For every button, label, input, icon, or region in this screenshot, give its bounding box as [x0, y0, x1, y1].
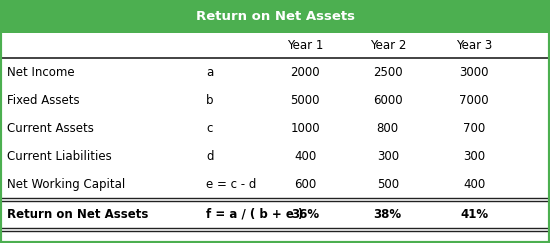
Text: 7000: 7000	[459, 94, 489, 107]
Text: Net Income: Net Income	[7, 66, 74, 79]
Text: Year 1: Year 1	[287, 39, 323, 52]
Text: 2000: 2000	[290, 66, 320, 79]
Text: 2500: 2500	[373, 66, 403, 79]
Text: a: a	[206, 66, 213, 79]
Text: Net Working Capital: Net Working Capital	[7, 178, 125, 191]
Text: 500: 500	[377, 178, 399, 191]
Bar	[0, 0, 550, 33]
Text: 800: 800	[377, 122, 399, 135]
Text: 41%: 41%	[460, 208, 488, 221]
Text: 700: 700	[463, 122, 485, 135]
Text: 400: 400	[294, 150, 316, 163]
Text: f = a / ( b + e ): f = a / ( b + e )	[206, 208, 304, 221]
Text: Year 2: Year 2	[370, 39, 406, 52]
Text: 3000: 3000	[459, 66, 489, 79]
Text: c: c	[206, 122, 213, 135]
Text: 1000: 1000	[290, 122, 320, 135]
Text: 6000: 6000	[373, 94, 403, 107]
Text: d: d	[206, 150, 214, 163]
Text: 38%: 38%	[373, 208, 402, 221]
Text: 300: 300	[377, 150, 399, 163]
Text: Current Liabilities: Current Liabilities	[7, 150, 111, 163]
Text: 600: 600	[294, 178, 316, 191]
Text: Return on Net Assets: Return on Net Assets	[7, 208, 148, 221]
Text: 300: 300	[463, 150, 485, 163]
Text: Return on Net Assets: Return on Net Assets	[195, 10, 355, 23]
Text: e = c - d: e = c - d	[206, 178, 257, 191]
Text: 400: 400	[463, 178, 485, 191]
Text: 5000: 5000	[290, 94, 320, 107]
Text: Current Assets: Current Assets	[7, 122, 94, 135]
Text: 36%: 36%	[291, 208, 320, 221]
Text: Year 3: Year 3	[456, 39, 492, 52]
Text: b: b	[206, 94, 214, 107]
Text: Fixed Assets: Fixed Assets	[7, 94, 79, 107]
